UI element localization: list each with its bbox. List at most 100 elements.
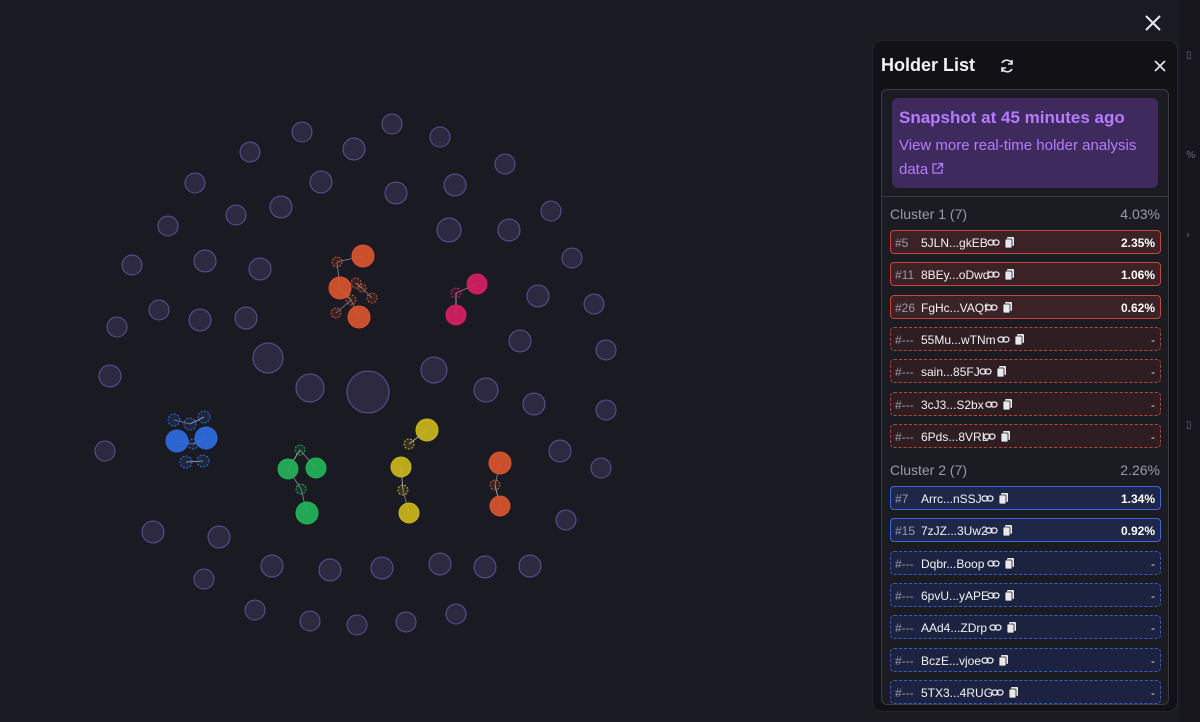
cluster-bubble-unranked[interactable] <box>366 292 378 304</box>
holder-bubble[interactable] <box>121 254 143 276</box>
holder-bubble[interactable] <box>561 247 583 269</box>
realtime-analysis-link-text[interactable]: View more real-time holder analysis data <box>899 137 1137 178</box>
cluster-bubble-unranked[interactable] <box>179 455 193 469</box>
cluster-bubble[interactable] <box>305 457 327 479</box>
close-icon[interactable] <box>1138 8 1168 38</box>
holder-bubble[interactable] <box>309 170 333 194</box>
cluster-bubble-unranked[interactable] <box>450 287 462 299</box>
holder-bubble[interactable] <box>583 293 605 315</box>
holder-bubble[interactable] <box>540 200 562 222</box>
external-link-icon[interactable] <box>931 162 944 175</box>
cluster-bubble[interactable] <box>351 244 375 268</box>
holder-address[interactable]: 5TX3...4RUG <box>921 685 994 700</box>
cluster-bubble[interactable] <box>415 418 439 442</box>
holder-bubble[interactable] <box>188 308 212 332</box>
holder-bubble[interactable] <box>269 195 293 219</box>
holder-bubble[interactable] <box>346 614 368 636</box>
cluster-bubble-unranked[interactable] <box>357 283 367 293</box>
holder-bubble[interactable] <box>473 555 497 579</box>
cluster-bubble[interactable] <box>489 495 511 517</box>
holder-address[interactable]: 6Pds...8VRL <box>921 429 989 444</box>
holder-bubble[interactable] <box>497 218 521 242</box>
holder-address[interactable]: 3cJ3...S2bx <box>921 397 984 412</box>
holder-bubble[interactable] <box>244 599 266 621</box>
cluster-bubble[interactable] <box>398 502 420 524</box>
holder-row[interactable]: #11 8BEy...oDwd 1.06% <box>890 262 1161 287</box>
cluster-bubble[interactable] <box>445 304 467 326</box>
cluster-bubble-unranked[interactable] <box>397 484 409 496</box>
holder-bubble[interactable] <box>239 141 261 163</box>
holder-address[interactable]: FgHc...VAQf <box>921 300 988 315</box>
cluster-bubble[interactable] <box>295 501 319 525</box>
cluster-header[interactable]: Cluster 2 (7) 2.26% <box>890 462 1160 480</box>
holder-row[interactable]: #--- BczE...vjoe - <box>890 647 1161 672</box>
holder-bubble[interactable] <box>98 364 122 388</box>
holder-bubble[interactable] <box>193 249 217 273</box>
cluster-bubble[interactable] <box>328 276 352 300</box>
holder-bubble[interactable] <box>318 558 342 582</box>
holder-address[interactable]: BczE...vjoe <box>921 653 982 668</box>
holder-bubble[interactable] <box>522 392 546 416</box>
cluster-bubble-unranked[interactable] <box>167 413 181 427</box>
holder-bubble[interactable] <box>595 399 617 421</box>
cluster-bubble-unranked[interactable] <box>196 454 210 468</box>
holder-bubble[interactable] <box>370 556 394 580</box>
cluster-bubble-unranked[interactable] <box>345 294 357 306</box>
cluster-bubble[interactable] <box>165 429 189 453</box>
cluster-bubble[interactable] <box>390 456 412 478</box>
holder-address[interactable]: 6pvU...yAPE <box>921 588 990 603</box>
holder-address[interactable]: Dqbr...Boop <box>921 556 985 571</box>
holder-address[interactable]: Arrc...nSSJ <box>921 492 982 506</box>
holder-row[interactable]: #15 7zJZ...3Uw2 0.92% <box>890 518 1161 543</box>
cluster-bubble-unranked[interactable] <box>331 256 343 268</box>
holder-bubble[interactable] <box>184 172 206 194</box>
holder-bubble[interactable] <box>526 284 550 308</box>
holder-list[interactable]: Snapshot at 45 minutes ago View more rea… <box>881 89 1169 705</box>
holder-bubble[interactable] <box>443 173 467 197</box>
cluster-bubble[interactable] <box>466 273 488 295</box>
cluster-bubble[interactable] <box>347 305 371 329</box>
holder-row[interactable]: #--- 3cJ3...S2bx - <box>890 391 1161 416</box>
holder-bubble[interactable] <box>260 554 284 578</box>
holder-bubble[interactable] <box>420 356 448 384</box>
cluster-bubble-unranked[interactable] <box>403 438 415 450</box>
holder-bubble[interactable] <box>106 316 128 338</box>
holder-row[interactable]: #--- sain...85FJ - <box>890 359 1161 384</box>
holder-bubble[interactable] <box>429 126 451 148</box>
holder-bubble[interactable] <box>428 552 452 576</box>
holder-row[interactable]: #--- 6Pds...8VRL - <box>890 423 1161 448</box>
cluster-bubble-unranked[interactable] <box>295 483 307 495</box>
holder-bubble[interactable] <box>342 137 366 161</box>
holder-bubble[interactable] <box>234 306 258 330</box>
holder-bubble[interactable] <box>299 610 321 632</box>
holder-bubble[interactable] <box>248 257 272 281</box>
holder-row[interactable]: #--- 5TX3...4RUG - <box>890 679 1161 704</box>
holder-bubble[interactable] <box>291 121 313 143</box>
cluster-bubble[interactable] <box>277 458 299 480</box>
cluster-bubble-unranked[interactable] <box>489 479 501 491</box>
holder-bubble[interactable] <box>508 329 532 353</box>
holder-bubble[interactable] <box>436 217 462 243</box>
realtime-analysis-link[interactable]: View more real-time holder analysis data <box>899 134 1151 182</box>
holder-bubble[interactable] <box>141 520 165 544</box>
holder-address[interactable]: 5JLN...gkEB <box>921 236 988 250</box>
holder-bubble[interactable] <box>548 439 572 463</box>
holder-bubble[interactable] <box>295 373 325 403</box>
holder-row[interactable]: #5 5JLN...gkEB 2.35% <box>890 230 1161 254</box>
cluster-bubble-unranked[interactable] <box>330 307 342 319</box>
holder-bubble[interactable] <box>518 554 542 578</box>
holder-row[interactable]: #--- 6pvU...yAPE - <box>890 582 1161 607</box>
holder-bubble[interactable] <box>157 215 179 237</box>
holder-row[interactable]: #26 FgHc...VAQf 0.62% <box>890 294 1161 319</box>
holder-bubble[interactable] <box>473 377 499 403</box>
holder-bubble[interactable] <box>590 457 612 479</box>
holder-bubble[interactable] <box>94 440 116 462</box>
holder-row[interactable]: #7 Arrc...nSSJ 1.34% <box>890 486 1161 510</box>
holder-row[interactable]: #--- 55Mu...wTNm - <box>890 326 1161 351</box>
cluster-bubble[interactable] <box>488 451 512 475</box>
holder-bubble[interactable] <box>395 611 417 633</box>
refresh-icon[interactable] <box>998 57 1016 75</box>
holder-bubble[interactable] <box>193 568 215 590</box>
holder-bubble[interactable] <box>595 339 617 361</box>
holder-bubble[interactable] <box>555 509 577 531</box>
